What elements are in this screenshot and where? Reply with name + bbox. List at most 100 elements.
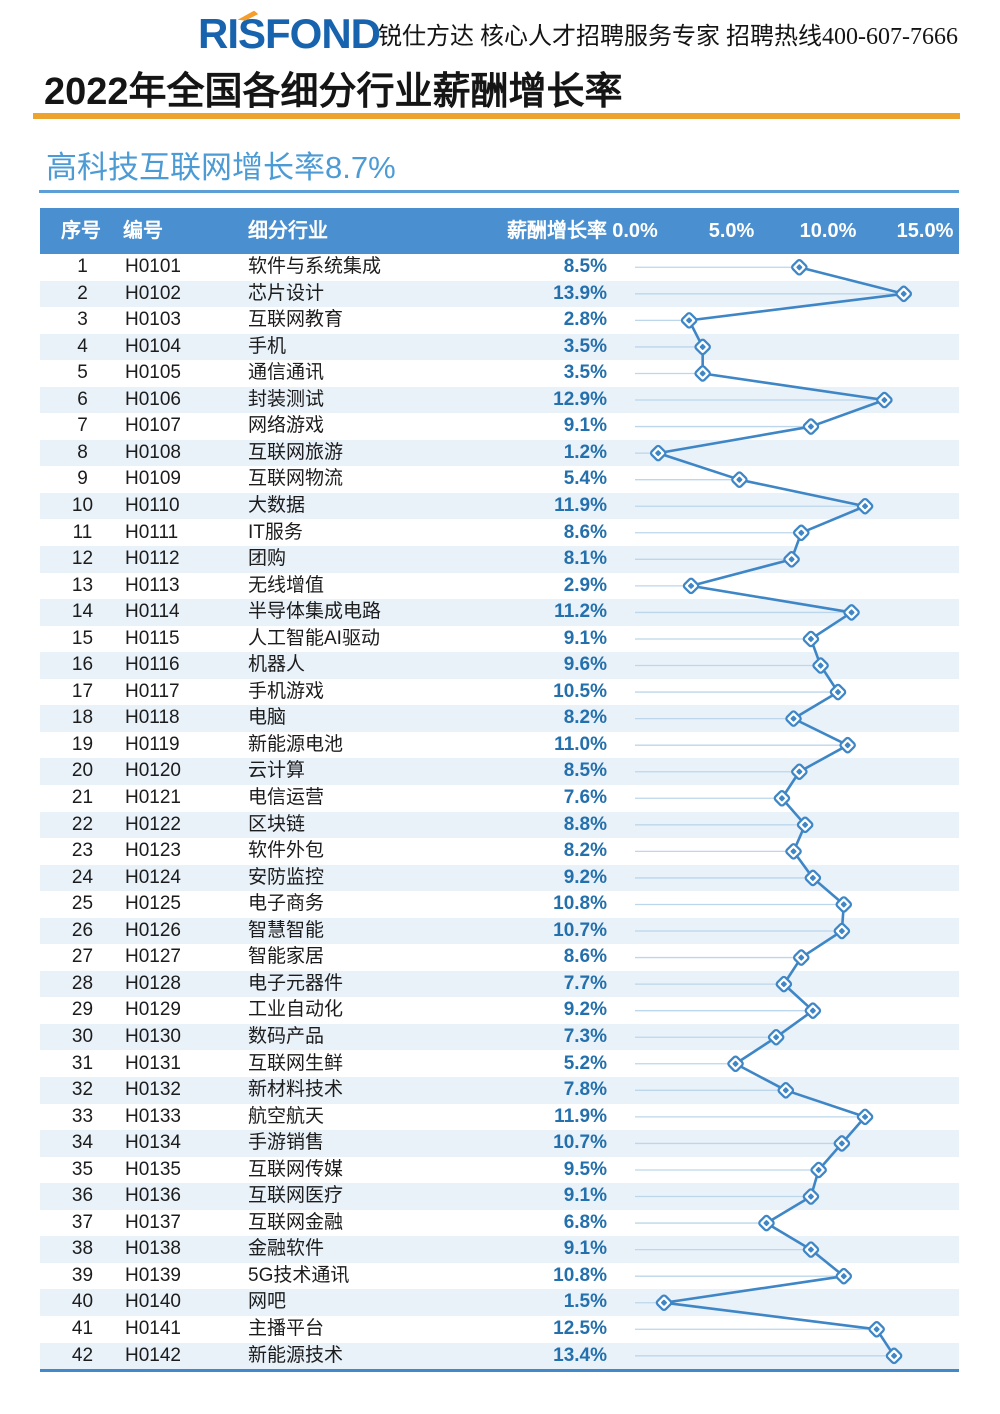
axis-tick-10: 10.0%	[799, 220, 857, 242]
row-no: 10	[71, 494, 94, 516]
row-code: H0101	[125, 256, 181, 277]
row-rate: 10.5%	[553, 680, 607, 702]
row-industry: 云计算	[248, 760, 306, 782]
row-industry: 安防监控	[248, 866, 325, 888]
brand-tagline: 锐仕方达 核心人才招聘服务专家 招聘热线400-607-7666	[378, 24, 958, 50]
row-rate: 9.1%	[563, 1185, 607, 1207]
row-code: H0134	[125, 1132, 181, 1154]
table-row: 4 H0104 手机 3.5%	[40, 333, 959, 361]
table-row: 36 H0136 互联网医疗 9.1%	[40, 1183, 959, 1210]
table-row: 11 H0111 IT服务 8.6%	[40, 520, 959, 547]
row-code: H0116	[125, 654, 180, 676]
table-row: 31 H0131 互联网生鲜 5.2%	[40, 1051, 959, 1078]
row-code: H0130	[125, 1025, 181, 1047]
table-row: 7 H0107 网络游戏 9.1%	[40, 413, 959, 440]
row-no: 22	[71, 813, 94, 835]
row-no: 4	[77, 335, 88, 357]
row-industry: 区块链	[248, 813, 306, 835]
row-code: H0107	[125, 415, 181, 437]
row-code: H0136	[125, 1185, 181, 1207]
row-rate: 9.1%	[563, 1238, 607, 1260]
row-code: H0102	[125, 282, 181, 304]
row-no: 7	[77, 415, 88, 437]
table-row: 8 H0108 互联网旅游 1.2%	[40, 439, 959, 467]
row-no: 13	[71, 574, 94, 596]
row-code: H0113	[125, 574, 180, 596]
row-no: 32	[71, 1079, 94, 1101]
row-code: H0123	[125, 840, 181, 862]
row-code: H0139	[125, 1264, 181, 1286]
row-no: 42	[71, 1344, 94, 1366]
row-industry: 网吧	[248, 1291, 287, 1313]
row-industry: 新能源技术	[248, 1344, 344, 1366]
row-rate: 11.9%	[554, 1105, 607, 1127]
row-no: 5	[77, 362, 88, 384]
row-no: 9	[77, 468, 88, 490]
table-row: 15 H0115 人工智能AI驱动 9.1%	[40, 626, 959, 653]
row-no: 25	[71, 893, 94, 915]
row-industry: 航空航天	[248, 1105, 325, 1127]
row-code: H0121	[125, 787, 181, 808]
table-row: 3 H0103 互联网教育 2.8%	[40, 307, 959, 334]
row-no: 39	[71, 1264, 94, 1286]
table-row: 2 H0102 芯片设计 13.9%	[40, 280, 959, 308]
row-rate: 2.8%	[563, 309, 607, 331]
row-industry: 主播平台	[248, 1318, 325, 1339]
row-code: H0117	[125, 680, 180, 702]
row-rate: 10.8%	[553, 1264, 607, 1286]
table-row: 14 H0114 半导体集成电路 11.2%	[40, 599, 959, 626]
row-code: H0111	[125, 521, 179, 543]
row-industry: 5G技术通讯	[248, 1264, 350, 1286]
row-industry: 网络游戏	[248, 415, 325, 437]
table-row: 6 H0106 封装测试 12.9%	[40, 386, 959, 414]
title-underline	[33, 113, 960, 119]
row-rate: 8.8%	[563, 813, 607, 835]
row-code: H0105	[125, 362, 181, 384]
header-cell-rate: 薪酬增长率	[507, 220, 607, 242]
row-code: H0114	[125, 601, 180, 623]
row-rate: 7.7%	[563, 972, 607, 994]
row-industry: 新能源电池	[248, 733, 344, 755]
table-row: 39 H0139 5G技术通讯 10.8%	[40, 1263, 959, 1290]
row-industry: 数码产品	[248, 1025, 325, 1047]
row-no: 40	[71, 1291, 94, 1313]
axis-tick-0: 0.0%	[612, 220, 658, 242]
row-rate: 3.5%	[563, 362, 607, 384]
table-row: 27 H0127 智能家居 8.6%	[40, 944, 959, 971]
row-rate: 3.5%	[563, 335, 607, 357]
row-code: H0106	[125, 388, 181, 410]
row-rate: 13.4%	[553, 1344, 607, 1366]
table-row: 41 H0141 主播平台 12.5%	[40, 1316, 959, 1343]
row-code: H0127	[125, 946, 181, 968]
salary-growth-table: 序号 编号 细分行业 薪酬增长率 0.0% 5.0% 10.0% 15.0% 4…	[40, 208, 959, 1372]
row-industry: 电脑	[248, 707, 287, 729]
row-code: H0103	[125, 309, 181, 331]
row-industry: 芯片设计	[248, 282, 325, 304]
row-industry: 半导体集成电路	[248, 601, 382, 623]
row-no: 20	[71, 760, 94, 782]
table-row: 24 H0124 安防监控 9.2%	[40, 864, 959, 892]
row-no: 1	[77, 256, 88, 277]
row-industry: 电子商务	[248, 893, 325, 915]
row-no: 2	[77, 282, 88, 304]
row-no: 19	[71, 733, 94, 755]
table-row: 34 H0134 手游销售 10.7%	[40, 1130, 959, 1157]
table-row: 32 H0132 新材料技术 7.8%	[40, 1077, 959, 1104]
table-row: 42 H0142 新能源技术 13.4%	[40, 1342, 959, 1370]
table-row: 28 H0128 电子元器件 7.7%	[40, 970, 959, 998]
row-code: H0131	[125, 1052, 181, 1074]
row-rate: 5.2%	[563, 1052, 607, 1074]
row-industry: 手游销售	[248, 1132, 325, 1154]
row-rate: 8.2%	[563, 840, 607, 862]
table-row: 26 H0126 智慧智能 10.7%	[40, 917, 959, 945]
row-rate: 9.2%	[563, 999, 607, 1021]
row-code: H0133	[125, 1105, 181, 1127]
row-no: 6	[77, 388, 88, 410]
row-rate: 12.5%	[553, 1318, 607, 1339]
row-rate: 10.7%	[553, 919, 607, 941]
table-bottom-border	[40, 1369, 959, 1372]
table-row: 23 H0123 软件外包 8.2%	[40, 838, 959, 865]
row-industry: 通信通讯	[248, 362, 325, 384]
row-code: H0142	[125, 1344, 181, 1366]
row-rate: 9.2%	[563, 866, 607, 888]
